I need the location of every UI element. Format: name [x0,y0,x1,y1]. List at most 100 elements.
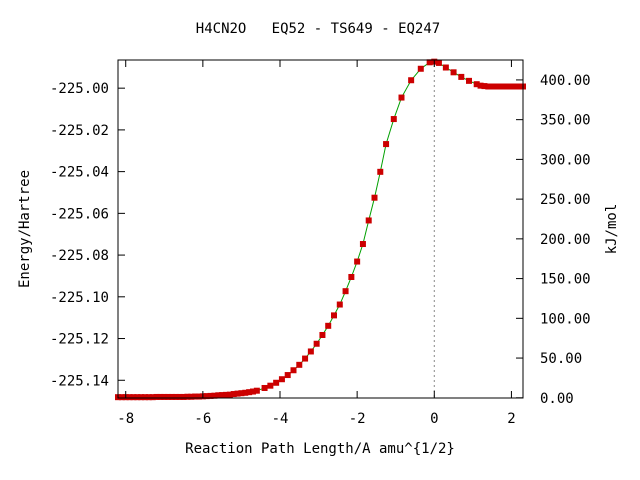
axes: -8 -6 -4 -2 0 2 -225.00 -225.02 -225.04 -225.06 -2… [50,59,591,427]
data-point [313,340,320,347]
y-left-tick-label: -225.04 [50,165,109,181]
data-point [126,394,133,401]
data-point [354,258,361,265]
data-point [493,83,499,90]
y-left-tick-label: -225.02 [50,123,109,139]
data-point [196,393,202,400]
x-axis-label: Reaction Path Length/A amu^{1/2} [185,441,455,457]
data-point [180,393,187,400]
data-point [149,394,156,401]
data-point [130,394,137,401]
data-point [504,83,511,90]
data-point [207,392,214,399]
y-right-tick-label: 250.00 [540,192,591,208]
data-point [267,382,274,389]
data-point [458,73,465,80]
data-point [302,355,309,362]
data-point [242,389,249,396]
data-point [246,389,253,396]
data-point [184,393,191,400]
data-point [172,393,179,400]
data-point [371,194,378,201]
data-point [365,217,372,224]
data-point [118,394,125,401]
y-right-tick-label: 350.00 [540,113,591,129]
data-point [161,393,168,400]
data-point [157,393,164,400]
data-point [325,322,332,329]
data-point [485,83,492,90]
data-point [165,393,172,400]
data-point [145,394,152,401]
data-point [188,393,195,400]
y-right-tick-label: 50.00 [540,351,582,367]
data-point [219,392,226,399]
y-left-tick-label: -225.12 [50,332,109,348]
y-axis-label-left: Energy/Hartree [17,170,33,288]
data-point [336,301,343,308]
data-point [296,361,303,368]
x-tick-label: 0 [430,411,438,427]
data-point [261,384,268,391]
data-point [331,312,337,319]
y-left-tick-label: -225.14 [50,373,109,389]
y-right-tick-label: 300.00 [540,152,591,168]
data-point [138,394,145,401]
data-point [253,387,260,394]
data-point [359,241,366,248]
data-point [230,391,237,398]
chart-title: H4CN2O EQ52 - TS649 - EQ247 [196,21,440,37]
data-point [284,372,291,379]
data-point [278,376,285,383]
y-right-tick-label: 0.00 [540,391,574,407]
data-point [203,393,210,400]
data-point [234,390,241,397]
data-point [516,83,523,90]
x-tick-label: -6 [194,411,211,427]
y-left-tick-label: -225.00 [50,81,109,97]
data-point [134,394,141,401]
data-point [408,77,415,84]
data-point [377,168,384,175]
x-tick-label: -4 [272,411,289,427]
data-point [238,390,245,397]
plot-area [115,58,526,401]
data-point [153,393,160,400]
data-point [496,83,503,90]
data-point [512,83,519,90]
data-point [342,288,349,295]
y-left-tick-label: -225.10 [50,290,109,306]
data-point [489,83,496,90]
data-point [481,83,488,90]
data-point [211,392,218,399]
series-line [118,61,523,398]
data-point [508,83,515,90]
plot-frame [117,59,524,399]
data-point [169,393,175,400]
x-tick-label: -2 [349,411,366,427]
y-right-tick-label: 150.00 [540,272,591,288]
data-point [250,388,256,395]
data-point [500,83,507,90]
data-point [176,393,183,400]
data-point [348,273,355,280]
data-point [142,394,148,401]
y-axis-label-right: kJ/mol [604,204,620,255]
data-point [390,116,397,123]
x-tick-label: 2 [507,411,515,427]
data-point [473,81,480,88]
data-point [307,348,314,355]
data-point [466,77,472,84]
data-point [426,59,433,66]
data-point [477,82,484,89]
data-point [273,379,280,386]
y-right-tick-label: 100.00 [540,311,591,327]
y-right-tick-label: 200.00 [540,232,591,248]
data-point [290,367,297,374]
data-point [192,393,199,400]
data-point [223,391,229,398]
data-point [442,64,449,71]
data-point [319,331,326,338]
y-left-tick-label: -225.08 [50,248,109,264]
